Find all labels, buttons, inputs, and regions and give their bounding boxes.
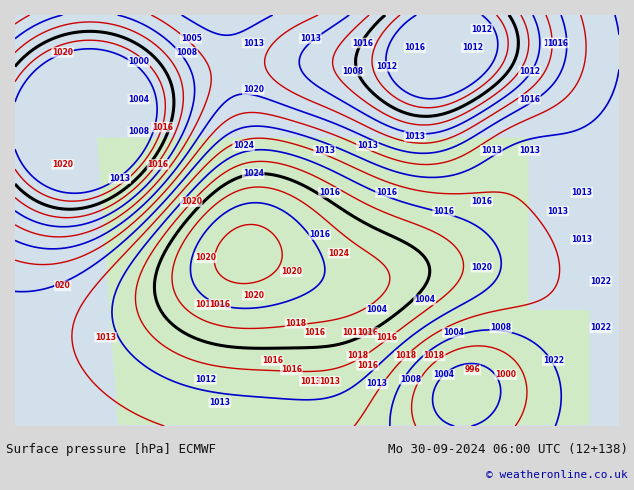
Text: 1020: 1020 (281, 268, 302, 276)
Text: 1013: 1013 (519, 146, 540, 155)
Text: 1008: 1008 (490, 323, 512, 332)
Text: 1022: 1022 (590, 323, 611, 332)
Text: Mo 30-09-2024 06:00 UTC (12+138): Mo 30-09-2024 06:00 UTC (12+138) (387, 442, 628, 456)
Text: 1013: 1013 (95, 333, 116, 342)
Text: 1022: 1022 (590, 277, 611, 286)
Text: 1004: 1004 (128, 95, 150, 103)
Text: 1013: 1013 (571, 235, 592, 244)
Text: 1018: 1018 (395, 351, 416, 361)
Text: 1016: 1016 (519, 95, 540, 103)
Text: 1012: 1012 (543, 39, 564, 48)
Text: 1012: 1012 (462, 43, 482, 52)
Text: 1000: 1000 (128, 57, 150, 66)
Text: 1004: 1004 (414, 295, 435, 304)
Text: 1013: 1013 (404, 132, 425, 141)
Text: 1008: 1008 (400, 375, 421, 384)
Text: 1013: 1013 (109, 174, 131, 183)
Text: 1008: 1008 (176, 48, 197, 57)
Text: 1018: 1018 (342, 328, 364, 337)
Text: 1004: 1004 (433, 370, 454, 379)
Text: 1016: 1016 (309, 230, 330, 239)
Text: 1020: 1020 (181, 197, 202, 206)
Text: 1016: 1016 (262, 356, 283, 365)
Text: 1013: 1013 (548, 207, 569, 216)
Text: 1016: 1016 (433, 207, 454, 216)
Text: 1012: 1012 (195, 375, 216, 384)
Text: 1018: 1018 (424, 351, 444, 361)
Text: 1020: 1020 (52, 48, 73, 57)
Text: 1016: 1016 (147, 160, 169, 169)
Text: 1012: 1012 (519, 67, 540, 75)
Text: 1013: 1013 (243, 39, 264, 48)
Text: 1004: 1004 (443, 328, 463, 337)
Text: 1018: 1018 (285, 319, 307, 328)
Text: 1016: 1016 (353, 39, 373, 48)
Text: 1020: 1020 (195, 253, 216, 262)
Text: Surface pressure [hPa] ECMWF: Surface pressure [hPa] ECMWF (6, 442, 216, 456)
Text: 1016: 1016 (548, 39, 569, 48)
Text: 1013: 1013 (366, 379, 387, 389)
Text: 1013: 1013 (314, 146, 335, 155)
Text: 1016: 1016 (281, 366, 302, 374)
Text: 1000: 1000 (495, 370, 516, 379)
Text: © weatheronline.co.uk: © weatheronline.co.uk (486, 470, 628, 480)
Text: 1013: 1013 (209, 398, 230, 407)
Text: 1016: 1016 (152, 122, 173, 132)
Text: 1018: 1018 (347, 351, 368, 361)
Text: 1016: 1016 (376, 333, 397, 342)
Text: 1016: 1016 (357, 328, 378, 337)
Text: 1016: 1016 (404, 43, 425, 52)
Text: 996: 996 (465, 366, 480, 374)
Text: 1016: 1016 (304, 328, 326, 337)
Text: 1024: 1024 (233, 141, 254, 150)
Text: 1013: 1013 (481, 146, 502, 155)
Text: 1013: 1013 (319, 377, 340, 386)
Text: 1013: 1013 (300, 377, 321, 386)
Text: 1020: 1020 (243, 291, 264, 300)
Text: 1012: 1012 (471, 24, 493, 33)
Text: 1024: 1024 (328, 249, 349, 258)
Text: 1020: 1020 (471, 263, 493, 271)
Text: 1016: 1016 (209, 300, 230, 309)
Text: 1024: 1024 (243, 170, 264, 178)
Text: 1016: 1016 (319, 188, 340, 197)
Text: 1004: 1004 (366, 305, 387, 314)
Text: 1016: 1016 (471, 197, 493, 206)
Text: 1005: 1005 (181, 34, 202, 43)
Text: 1008: 1008 (342, 67, 364, 75)
Text: 1013: 1013 (300, 34, 321, 43)
Text: 1012: 1012 (376, 62, 397, 71)
Text: 1016: 1016 (195, 300, 216, 309)
Text: 020: 020 (55, 281, 70, 291)
Text: 1013: 1013 (357, 141, 378, 150)
Text: 1022: 1022 (543, 356, 564, 365)
Text: 1020: 1020 (52, 160, 73, 169)
Text: 1013: 1013 (571, 188, 592, 197)
Text: 1016: 1016 (357, 361, 378, 370)
Text: 1020: 1020 (243, 85, 264, 94)
Text: 1016: 1016 (376, 188, 397, 197)
Text: 1008: 1008 (128, 127, 150, 136)
